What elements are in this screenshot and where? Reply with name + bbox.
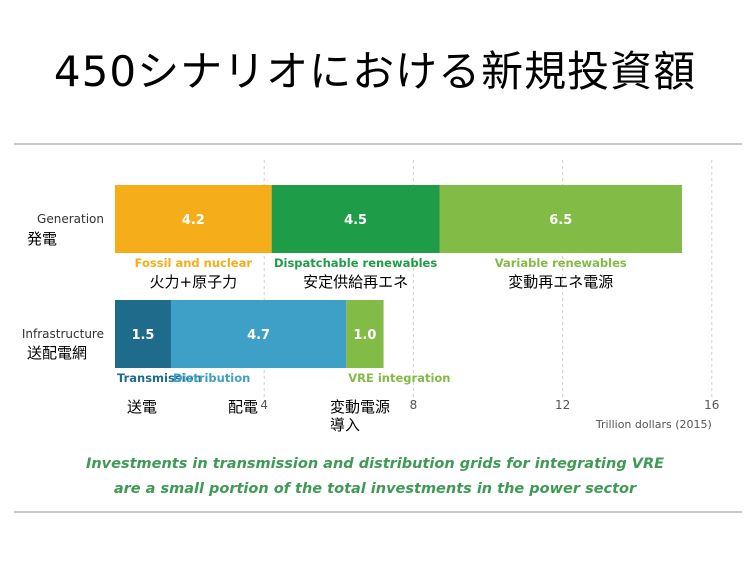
series-label-ja-line: 変動電源 [330,398,390,416]
series-label-ja-line: 導入 [330,416,360,434]
series-label-ja-line: 配電 [228,398,258,416]
value-label-vre-integration: 1.0 [353,328,376,343]
series-label-ja-distribution: 配電 [228,398,258,416]
value-label-transmission: 1.5 [131,328,154,343]
value-label-fossil-and-nuclear: 4.2 [182,213,205,228]
bottom-divider [14,511,742,513]
x-tick-label-12: 12 [555,398,570,412]
category-label-infrastructure: Infrastructure [22,327,104,341]
series-label-ja-line: 送電 [127,398,157,416]
series-label-ja-line: 安定供給再エネ [303,273,408,291]
labels: 4 8 12 16 Trillion dollars (2015) Generation 発… [22,212,720,434]
category-label-ja-infrastructure: 送配電網 [27,344,87,362]
bar-distribution [170,300,347,368]
value-label-variable-renewables: 6.5 [549,213,572,228]
series-label-ja-transmission: 送電 [127,398,157,416]
series-label-dispatchable-renewables: Dispatchable renewables [274,256,437,270]
slide-title: 450シナリオにおける新規投資額 [53,47,697,96]
series-label-ja-variable-renewables: 変動再エネ電源 [508,273,613,291]
series-label-ja-line: 火力+原子力 [150,273,238,291]
top-divider [14,143,742,145]
category-label-generation: Generation [37,212,104,226]
series-label-variable-renewables: Variable renewables [495,256,627,270]
caption-line-2: are a small portion of the total investm… [113,481,637,497]
x-tick-label-8: 8 [410,398,418,412]
series-label-fossil-and-nuclear: Fossil and nuclear [135,256,253,270]
value-label-dispatchable-renewables: 4.5 [344,213,367,228]
x-tick-label-4: 4 [260,398,268,412]
x-tick-label-16: 16 [704,398,719,412]
bar-transmission [115,300,171,368]
series-label-transmission: Transmission [117,371,202,385]
series-label-ja-vre-integration: 変動電源導入 [330,398,390,434]
bars [115,185,682,368]
stacked-bar-chart: 4 8 12 16 Trillion dollars (2015) Generation 発… [22,160,720,434]
series-label-ja-fossil-and-nuclear: 火力+原子力 [150,273,238,291]
bar-dispatchable-renewables [271,185,440,253]
series-label-ja-line: 変動再エネ電源 [508,273,613,291]
series-label-vre-integration: VRE integration [348,371,450,385]
x-axis-title: Trillion dollars (2015) [595,418,712,431]
caption-line-1: Investments in transmission and distribu… [85,456,665,472]
category-label-ja-generation: 発電 [27,230,57,248]
bar-fossil-and-nuclear [115,185,272,253]
series-label-ja-dispatchable-renewables: 安定供給再エネ [303,273,408,291]
value-label-distribution: 4.7 [247,328,270,343]
bar-vre-integration [346,300,384,368]
series-label-distribution: Distribution [173,371,250,385]
bar-variable-renewables [439,185,682,253]
